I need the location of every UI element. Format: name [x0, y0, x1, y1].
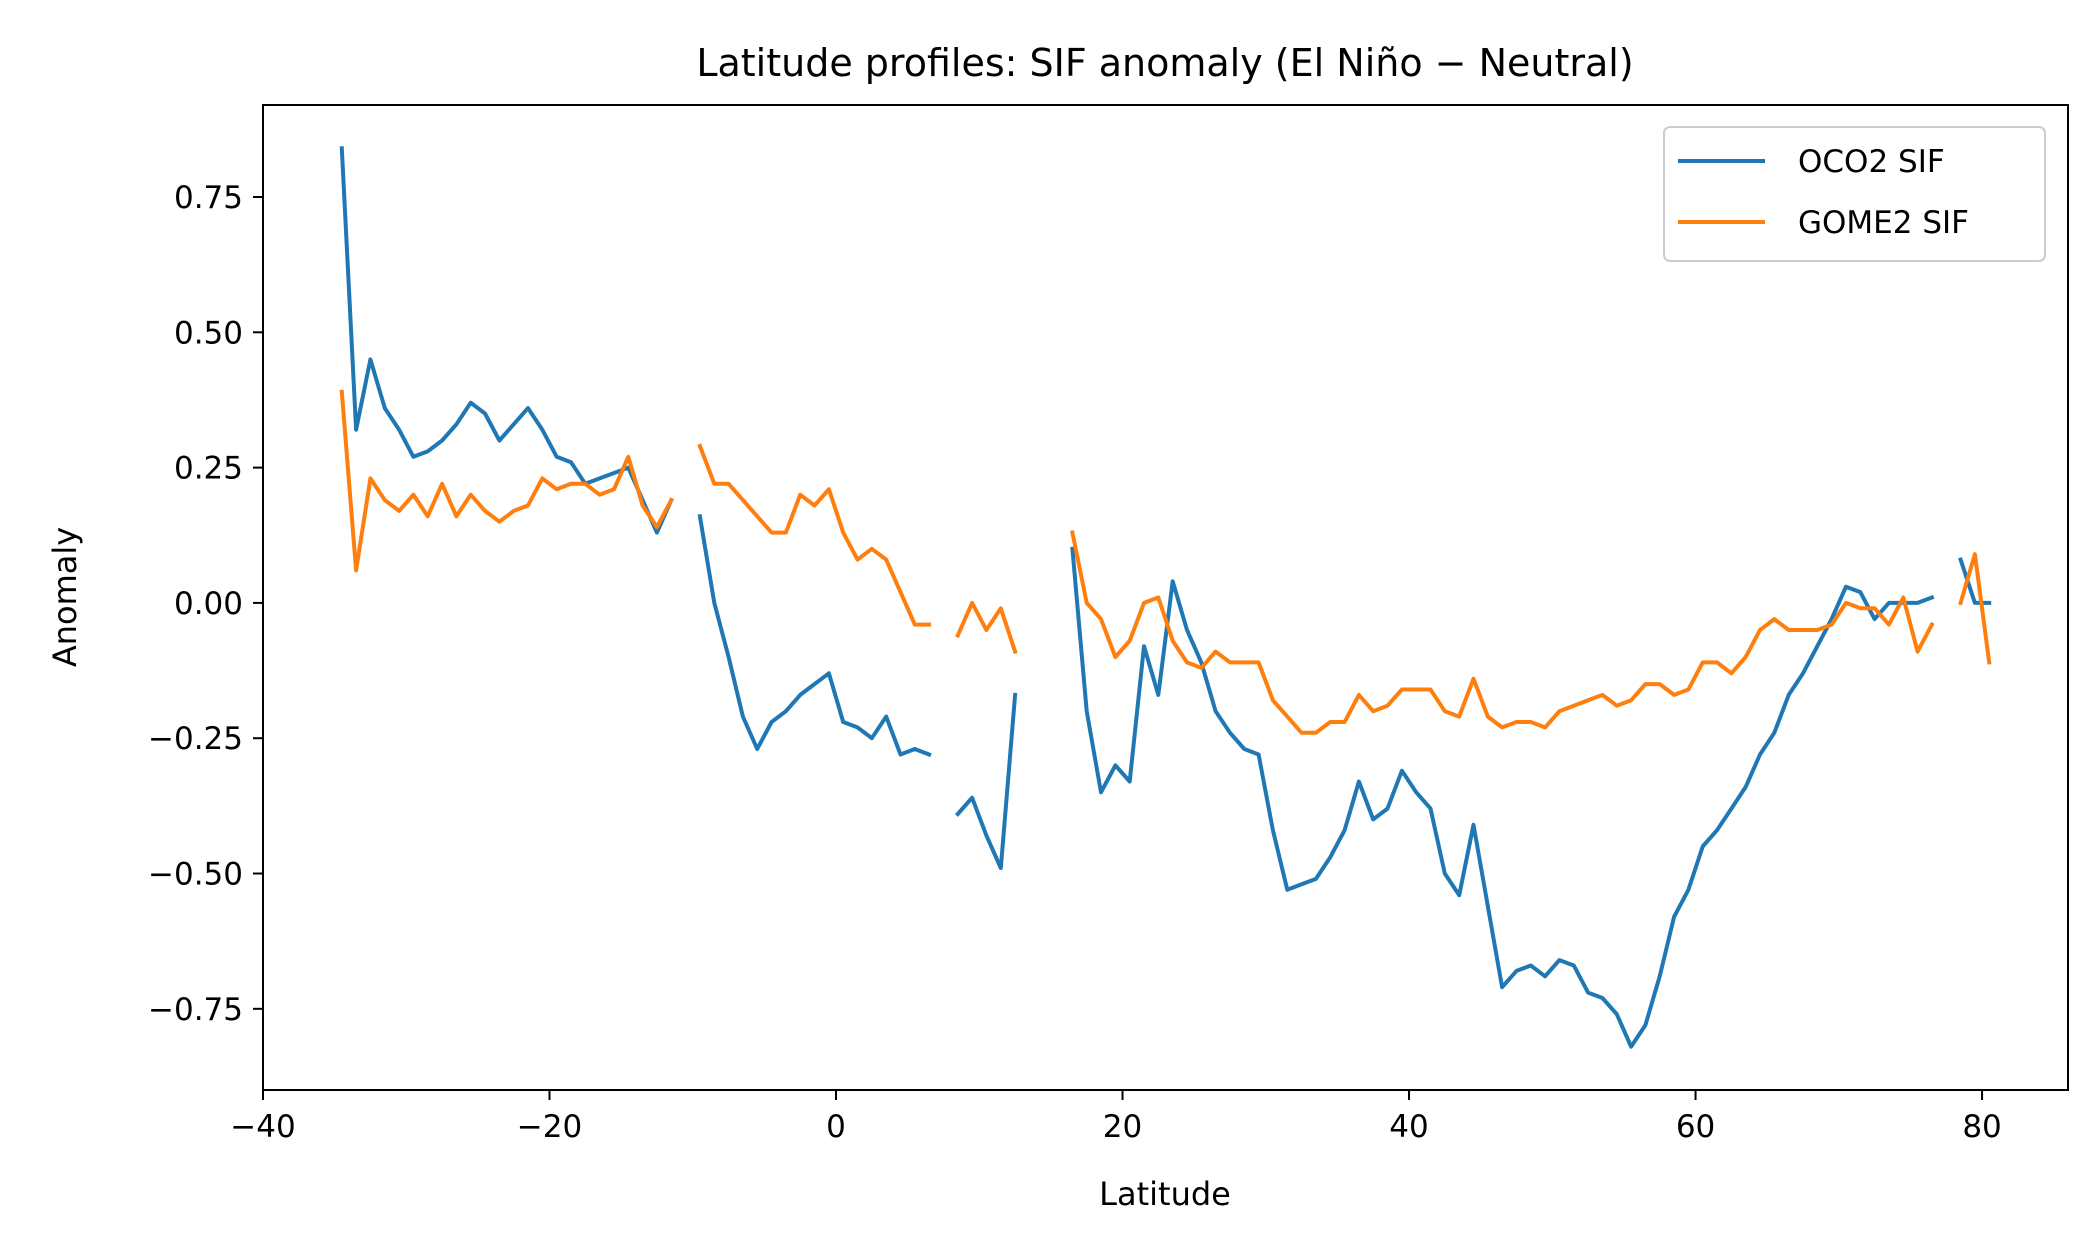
x-axis-label: Latitude — [1099, 1175, 1231, 1213]
x-tick-label: 40 — [1389, 1109, 1428, 1145]
series-line-oco2-sif — [339, 146, 1992, 1049]
x-tick-label: 0 — [826, 1109, 846, 1145]
y-tick-label: 0.25 — [174, 451, 243, 487]
x-axis: −40 −20 0 20 40 60 80 — [230, 1090, 2002, 1145]
y-tick-label: 0.75 — [174, 180, 243, 216]
y-tick-label: 0.50 — [174, 315, 243, 351]
y-tick-label: −0.75 — [148, 992, 243, 1028]
legend-label-gome2: GOME2 SIF — [1798, 205, 1969, 241]
y-tick-label: −0.50 — [148, 857, 243, 893]
x-tick-label: 20 — [1103, 1109, 1142, 1145]
plot-area — [339, 146, 1992, 1049]
series-line-gome2-sif — [339, 389, 1992, 735]
legend: OCO2 SIF GOME2 SIF — [1663, 126, 2046, 262]
x-tick-label: 60 — [1676, 1109, 1715, 1145]
x-tick-label: −40 — [230, 1109, 295, 1145]
x-tick-label: −20 — [517, 1109, 582, 1145]
y-tick-label: 0.00 — [174, 586, 243, 622]
y-axis-label: Anomaly — [46, 527, 84, 667]
plot-frame — [262, 104, 2069, 1091]
x-tick-label: 80 — [1962, 1109, 2001, 1145]
chart-title: Latitude profiles: SIF anomaly (El Niño … — [696, 41, 1633, 85]
y-tick-label: −0.25 — [148, 721, 243, 757]
y-axis: −0.75 −0.50 −0.25 0.00 0.25 0.50 0.75 — [148, 180, 263, 1028]
legend-label-oco2: OCO2 SIF — [1798, 144, 1945, 180]
